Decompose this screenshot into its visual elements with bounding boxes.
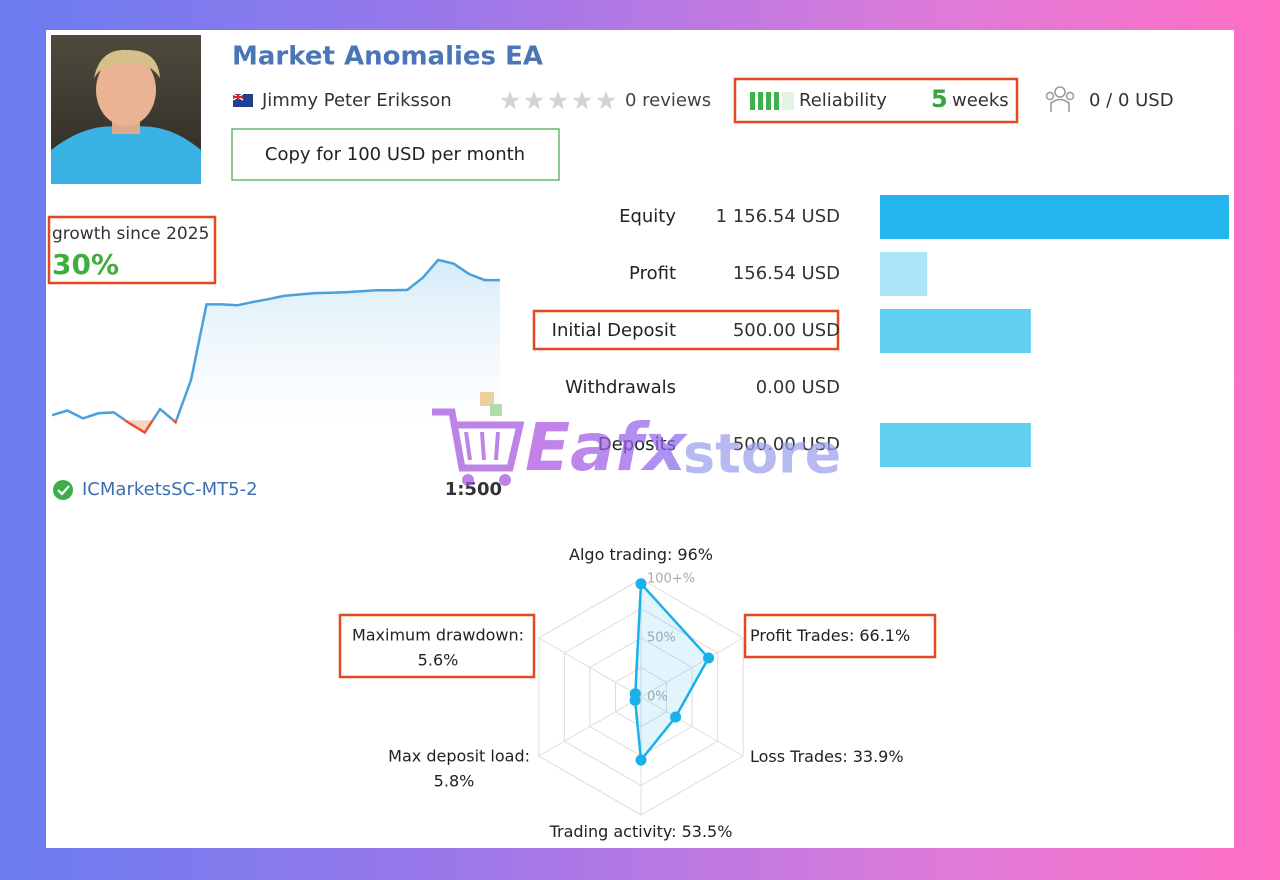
radar-spoke xyxy=(640,696,744,757)
reliability-value: 5 xyxy=(931,85,948,113)
flag xyxy=(232,93,253,107)
highlight-box xyxy=(47,215,217,285)
verified-check xyxy=(57,485,70,496)
radar-value-label: 33.9% xyxy=(853,747,904,766)
growth-area-negative xyxy=(52,420,500,433)
stat-value: 500.00 USD xyxy=(733,434,840,455)
growth-value: 30% xyxy=(52,248,119,281)
subscribers-icon xyxy=(1045,86,1075,112)
radar-label: Trading activity: xyxy=(549,822,677,841)
radar-label-group: Profit Trades: 66.1% xyxy=(750,626,910,645)
radar-label: Profit Trades: xyxy=(750,626,854,645)
leverage: 1:500 xyxy=(445,479,502,500)
author[interactable]: Jimmy Peter Eriksson xyxy=(261,90,452,111)
verified-icon xyxy=(53,480,73,500)
stat-value: 1 156.54 USD xyxy=(716,206,840,227)
radar-point xyxy=(635,754,647,766)
stat-value: 0.00 USD xyxy=(756,377,840,398)
radar-value-label: 53.5% xyxy=(682,822,733,841)
growth-label: growth since 2025 xyxy=(52,224,209,244)
watermark: Eafx store xyxy=(432,392,841,486)
growth-line xyxy=(52,258,500,421)
stat-bar xyxy=(880,195,1229,239)
radar-point xyxy=(703,652,715,664)
radar-tick-label: 100+% xyxy=(647,572,695,587)
reliability-icon xyxy=(750,92,794,110)
radar-spoke xyxy=(538,696,642,757)
radar-label: Maximum drawdown: xyxy=(352,626,524,645)
radar-point xyxy=(635,578,647,590)
radar-value-label: 96% xyxy=(677,545,713,564)
star xyxy=(500,91,520,110)
stat-bar xyxy=(880,423,1031,467)
radar-label-group: Algo trading: 96% xyxy=(569,545,713,564)
watermark-suffix: store xyxy=(683,423,841,486)
highlight-box xyxy=(743,613,937,659)
copy-button[interactable] xyxy=(231,128,560,181)
star xyxy=(596,91,616,110)
reliability-unit: weeks xyxy=(952,90,1009,111)
stat-label: Deposits xyxy=(598,434,676,455)
highlight-box xyxy=(733,77,1019,124)
stat-label: Equity xyxy=(619,206,676,227)
stat-value: 156.54 USD xyxy=(733,263,840,284)
radar-label: Loss Trades: xyxy=(750,747,848,766)
radar-label: Algo trading: xyxy=(569,545,672,564)
radar-spoke xyxy=(640,637,744,698)
growth-area xyxy=(52,259,500,421)
highlight-box xyxy=(532,309,840,351)
radar-label-group: Loss Trades: 33.9% xyxy=(750,747,904,766)
highlight-box xyxy=(338,613,536,679)
stat-label: Initial Deposit xyxy=(552,320,676,341)
radar-value-label: 5.8% xyxy=(434,772,475,791)
radar-value-label: 5.6% xyxy=(418,651,459,670)
stat-label: Profit xyxy=(629,263,676,284)
radar-tick-label: 50% xyxy=(647,631,676,646)
subscribers: 0 / 0 USD xyxy=(1089,90,1174,111)
radar-spoke xyxy=(538,637,642,698)
star xyxy=(572,91,592,110)
stat-value: 500.00 USD xyxy=(733,320,840,341)
stat-label: Withdrawals xyxy=(565,377,676,398)
radar-point xyxy=(629,688,641,700)
radar-tick-label: 0% xyxy=(647,690,668,705)
radar-label-group: Trading activity: 53.5% xyxy=(549,822,733,841)
growth-line-negative xyxy=(122,420,178,435)
reviews[interactable]: 0 reviews xyxy=(625,90,711,111)
avatar xyxy=(51,35,201,184)
reliability-label: Reliability xyxy=(799,90,887,111)
star xyxy=(524,91,544,110)
stat-bar xyxy=(880,309,1031,353)
broker[interactable]: ICMarketsSC-MT5-2 xyxy=(82,479,258,500)
stat-bar xyxy=(880,252,928,296)
watermark-brand: Eafx xyxy=(525,409,688,486)
radar-value-label: 66.1% xyxy=(859,626,910,645)
radar-label: Max deposit load: xyxy=(388,747,530,766)
rating-stars xyxy=(500,91,616,110)
copy-button-label[interactable]: Copy for 100 USD per month xyxy=(265,144,525,165)
title: Market Anomalies EA xyxy=(232,42,543,72)
star xyxy=(548,91,568,110)
radar-point xyxy=(670,711,682,723)
